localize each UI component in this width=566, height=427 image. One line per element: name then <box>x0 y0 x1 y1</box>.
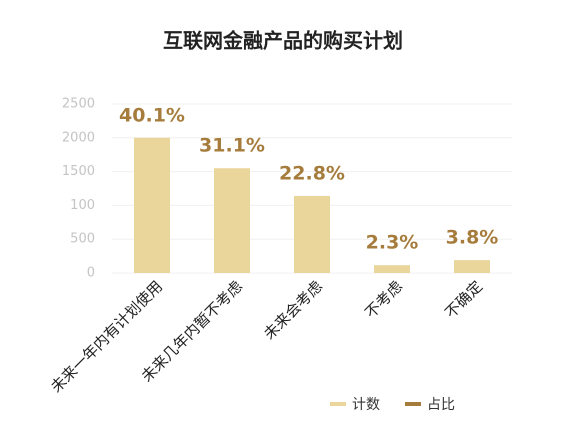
y-tick-label: 2500 <box>62 97 95 112</box>
y-tick-label: 0 <box>87 266 95 281</box>
y-tick-label: 1500 <box>62 164 95 179</box>
value-label: 40.1% <box>119 104 185 126</box>
value-label: 3.8% <box>446 227 499 249</box>
chart-title: 互联网金融产品的购买计划 <box>163 29 403 53</box>
bar <box>134 137 170 273</box>
bar <box>454 260 490 273</box>
y-tick-label: 100 <box>70 198 95 213</box>
x-tick-label: 不确定 <box>441 277 486 322</box>
value-label: 22.8% <box>279 162 345 184</box>
y-tick-label: 2000 <box>62 130 95 145</box>
value-label: 2.3% <box>366 232 419 254</box>
legend-label: 计数 <box>352 397 380 413</box>
bar <box>294 195 330 273</box>
bar <box>214 168 250 273</box>
x-tick-label: 不考虑 <box>361 277 406 322</box>
x-tick-label: 未来会考虑 <box>260 277 326 343</box>
legend-label: 占比 <box>427 397 455 413</box>
y-tick-label: 500 <box>70 232 95 247</box>
value-label: 31.1% <box>199 135 265 157</box>
bar <box>374 265 410 273</box>
